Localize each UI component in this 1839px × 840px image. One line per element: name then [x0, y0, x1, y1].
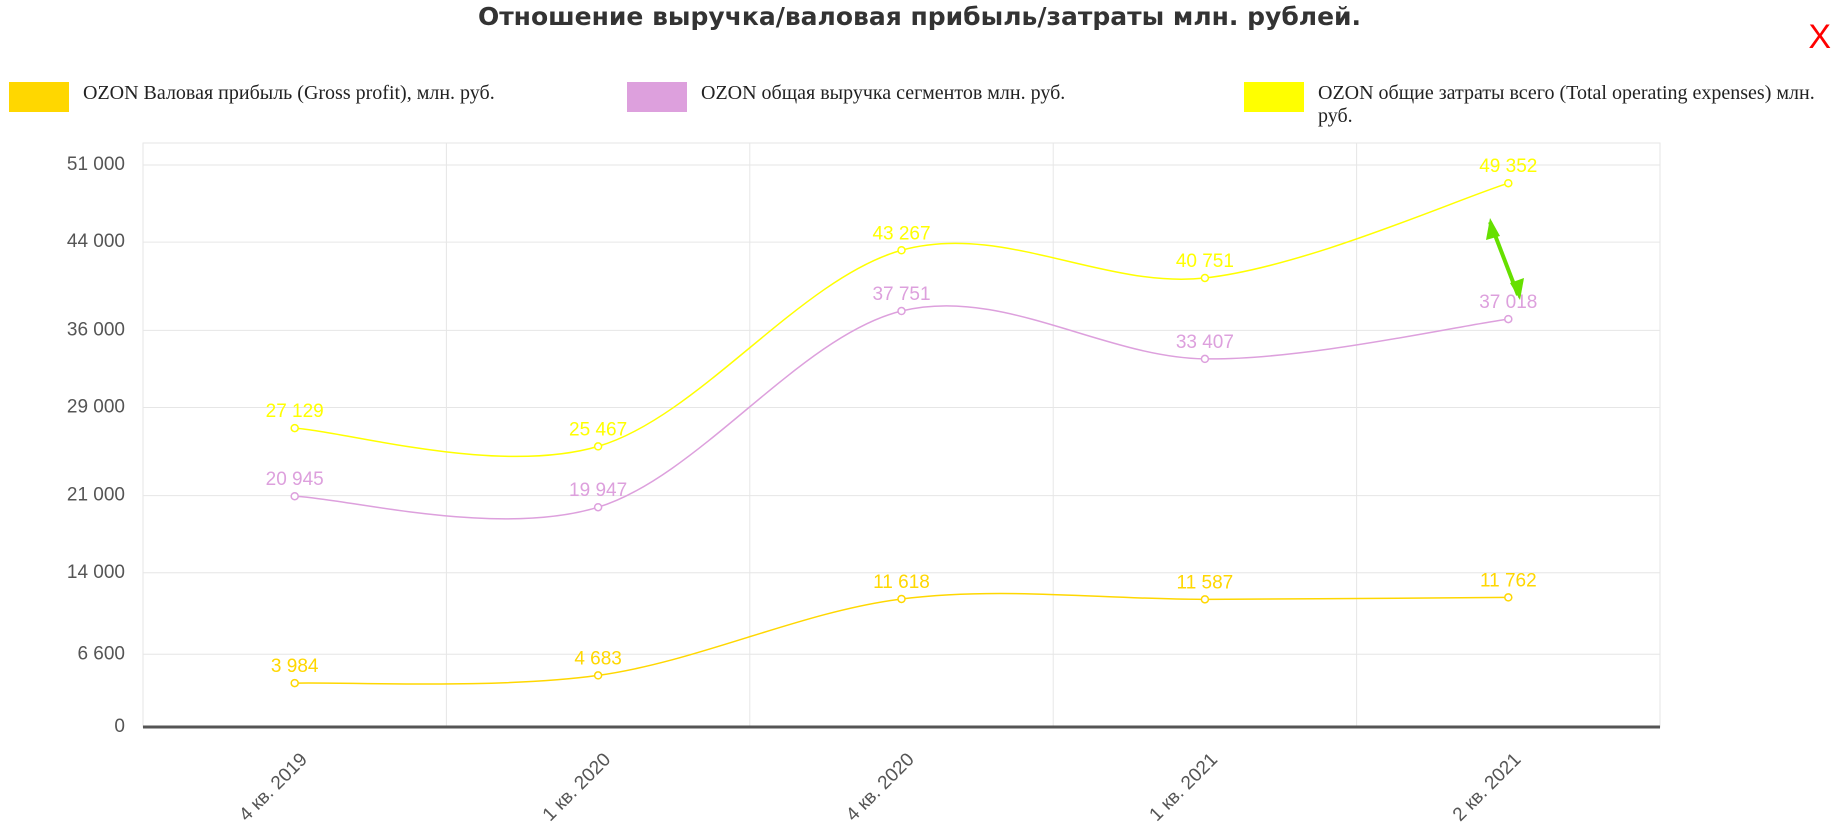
x-tick-label: 4 кв. 2019: [235, 749, 311, 825]
point: [1200, 354, 1210, 364]
y-tick-label: 29 000: [67, 396, 125, 417]
data-label: 11 762: [1480, 570, 1537, 591]
data-label: 43 267: [872, 223, 930, 244]
data-label: 25 467: [569, 419, 627, 440]
x-tick-label: 2 кв. 2021: [1449, 749, 1525, 825]
y-tick-label: 14 000: [67, 562, 125, 583]
y-tick-label: 44 000: [67, 231, 125, 252]
y-tick-label: 51 000: [67, 154, 125, 175]
data-label: 33 407: [1176, 332, 1234, 353]
legend-label: OZON Валовая прибыль (Gross profit), млн…: [83, 82, 495, 104]
legend-label: OZON общие затраты всего (Total operatin…: [1318, 82, 1815, 127]
point: [1200, 595, 1210, 604]
x-tick-label: 1 кв. 2021: [1146, 749, 1222, 825]
data-label: 37 751: [872, 284, 930, 305]
legend-swatch: [1244, 82, 1304, 112]
point: [290, 423, 299, 433]
legend-item: OZON Валовая прибыль (Gross profit), млн…: [9, 82, 569, 112]
point: [1200, 273, 1210, 283]
point: [897, 594, 906, 604]
point: [593, 502, 603, 512]
point: [290, 678, 299, 688]
point: [290, 491, 299, 501]
data-label: 27 129: [266, 401, 324, 422]
series-line: [294, 592, 1509, 685]
x-tick-label: 4 кв. 2020: [842, 749, 918, 825]
point: [593, 671, 603, 680]
arrow-head: [1510, 278, 1524, 300]
plot: 0 6 600 14 000 21 000 29 000 36 000 44 000 51 0…: [67, 142, 1661, 826]
close-button[interactable]: X: [1808, 18, 1831, 56]
legend-swatch: [627, 82, 687, 112]
data-label: 19 947: [569, 480, 627, 501]
point: [1504, 593, 1513, 602]
x-tick-label: 1 кв. 2020: [539, 749, 615, 825]
y-tick-label: 36 000: [67, 319, 125, 340]
y-tick-label: 6 600: [77, 643, 125, 664]
data-label: 40 751: [1176, 251, 1234, 272]
point: [1504, 178, 1513, 188]
data-label: 11 587: [1177, 572, 1234, 593]
data-label: 3 984: [271, 656, 319, 677]
chart-title: Отношение выручка/валовая прибыль/затрат…: [477, 2, 1362, 31]
series-line: [294, 305, 1509, 520]
data-label: 4 683: [574, 648, 622, 669]
legend-item: OZON общая выручка сегментов млн. руб.: [627, 82, 1187, 112]
y-tick-label: 21 000: [67, 485, 125, 506]
legend-item: OZON общие затраты всего (Total operatin…: [1244, 82, 1834, 128]
point: [593, 442, 603, 451]
point: [1504, 314, 1513, 324]
y-tick-label: 0: [114, 716, 125, 737]
point: [897, 245, 906, 255]
data-label: 37 018: [1479, 292, 1537, 313]
legend-swatch: [9, 82, 69, 112]
point: [897, 306, 906, 316]
legend-label: OZON общая выручка сегментов млн. руб.: [701, 82, 1066, 104]
arrow-head: [1486, 218, 1500, 240]
data-label: 11 618: [873, 572, 930, 593]
data-label: 20 945: [266, 469, 324, 490]
data-label: 49 352: [1479, 156, 1537, 177]
